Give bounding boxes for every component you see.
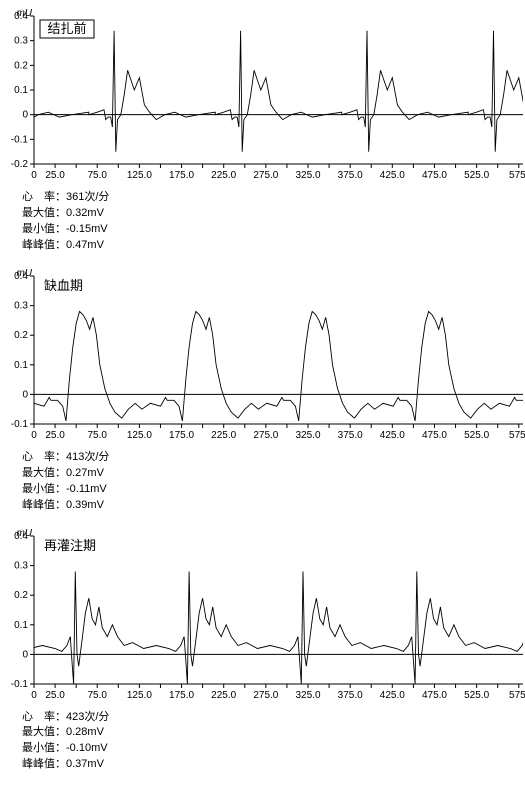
svg-text:75.0: 75.0 xyxy=(87,690,107,701)
svg-text:475.0: 475.0 xyxy=(422,430,447,441)
svg-text:425.0: 425.0 xyxy=(380,430,405,441)
stat-rate: 心 率：361次/分 xyxy=(22,191,109,203)
svg-text:0.2: 0.2 xyxy=(14,60,28,71)
svg-text:125.0: 125.0 xyxy=(127,430,152,441)
svg-text:425.0: 425.0 xyxy=(380,170,405,181)
svg-text:mU: mU xyxy=(16,8,32,19)
stat-max: 最大值：0.32mV xyxy=(22,207,104,219)
svg-text:0: 0 xyxy=(31,170,37,181)
svg-text:475.0: 475.0 xyxy=(422,690,447,701)
svg-text:25.0: 25.0 xyxy=(45,430,65,441)
svg-text:0: 0 xyxy=(31,690,37,701)
svg-text:0.1: 0.1 xyxy=(14,85,28,96)
svg-text:575.: 575. xyxy=(509,170,525,181)
svg-text:-0.1: -0.1 xyxy=(11,419,29,430)
svg-text:再灌注期: 再灌注期 xyxy=(44,538,96,553)
svg-text:25.0: 25.0 xyxy=(45,690,65,701)
stat-rate: 心 率：413次/分 xyxy=(22,451,109,463)
svg-text:175.0: 175.0 xyxy=(169,430,194,441)
chart-panel: -0.100.10.20.30.4mU025.075.0125.0175.022… xyxy=(4,268,521,514)
stat-p2p: 峰峰值：0.39mV xyxy=(22,499,104,511)
stat-max: 最大值：0.27mV xyxy=(22,467,104,479)
svg-text:0.3: 0.3 xyxy=(14,300,28,311)
svg-text:325.0: 325.0 xyxy=(295,690,320,701)
stat-rate: 心 率：423次/分 xyxy=(22,711,109,723)
svg-text:125.0: 125.0 xyxy=(127,170,152,181)
svg-text:525.0: 525.0 xyxy=(464,430,489,441)
svg-text:75.0: 75.0 xyxy=(87,430,107,441)
chart-panel: -0.2-0.100.10.20.30.4mU025.075.0125.0175… xyxy=(4,8,521,254)
svg-text:375.0: 375.0 xyxy=(338,170,363,181)
svg-text:0.2: 0.2 xyxy=(14,590,28,601)
svg-text:175.0: 175.0 xyxy=(169,690,194,701)
svg-text:0: 0 xyxy=(22,389,28,400)
svg-text:0.3: 0.3 xyxy=(14,36,28,47)
svg-text:275.0: 275.0 xyxy=(253,430,278,441)
svg-text:-0.1: -0.1 xyxy=(11,679,29,690)
svg-text:525.0: 525.0 xyxy=(464,170,489,181)
svg-text:575.: 575. xyxy=(509,430,525,441)
chart-stats: 心 率：413次/分最大值：0.27mV 最小值：-0.11mV 峰峰值：0.39m… xyxy=(22,450,521,514)
svg-text:mU: mU xyxy=(16,528,32,539)
svg-text:25.0: 25.0 xyxy=(45,170,65,181)
svg-text:575.: 575. xyxy=(509,690,525,701)
svg-text:275.0: 275.0 xyxy=(253,690,278,701)
svg-text:mU: mU xyxy=(16,268,32,279)
svg-text:0: 0 xyxy=(22,110,28,121)
svg-text:0: 0 xyxy=(31,430,37,441)
chart-panel: -0.100.10.20.30.4mU025.075.0125.0175.022… xyxy=(4,528,521,774)
svg-text:325.0: 325.0 xyxy=(295,170,320,181)
svg-text:225.0: 225.0 xyxy=(211,430,236,441)
svg-text:375.0: 375.0 xyxy=(338,690,363,701)
svg-text:0.2: 0.2 xyxy=(14,330,28,341)
svg-text:275.0: 275.0 xyxy=(253,170,278,181)
svg-text:225.0: 225.0 xyxy=(211,170,236,181)
stat-p2p: 峰峰值：0.47mV xyxy=(22,239,104,251)
svg-text:475.0: 475.0 xyxy=(422,170,447,181)
svg-text:525.0: 525.0 xyxy=(464,690,489,701)
svg-text:0.1: 0.1 xyxy=(14,619,28,630)
stat-p2p: 峰峰值：0.37mV xyxy=(22,758,104,770)
svg-text:75.0: 75.0 xyxy=(87,170,107,181)
stat-max: 最大值：0.28mV xyxy=(22,726,104,738)
svg-text:125.0: 125.0 xyxy=(127,690,152,701)
svg-text:175.0: 175.0 xyxy=(169,170,194,181)
svg-text:-0.2: -0.2 xyxy=(11,159,29,170)
svg-text:425.0: 425.0 xyxy=(380,690,405,701)
chart-stats: 心 率：423次/分最大值：0.28mV 最小值：-0.10mV 峰峰值：0.37m… xyxy=(22,710,521,774)
stat-min: 最小值：-0.10mV xyxy=(22,742,108,754)
svg-text:-0.1: -0.1 xyxy=(11,134,29,145)
chart-stats: 心 率：361次/分最大值：0.32mV 最小值：-0.15mV 峰峰值：0.47m… xyxy=(22,190,521,254)
stat-min: 最小值：-0.15mV xyxy=(22,223,108,235)
stat-min: 最小值：-0.11mV xyxy=(22,483,107,495)
svg-text:缺血期: 缺血期 xyxy=(44,278,83,293)
svg-text:375.0: 375.0 xyxy=(338,430,363,441)
svg-text:0.3: 0.3 xyxy=(14,560,28,571)
svg-text:0: 0 xyxy=(22,649,28,660)
svg-text:225.0: 225.0 xyxy=(211,690,236,701)
svg-text:0.1: 0.1 xyxy=(14,360,28,371)
svg-text:325.0: 325.0 xyxy=(295,430,320,441)
svg-text:结扎前: 结扎前 xyxy=(47,21,86,36)
